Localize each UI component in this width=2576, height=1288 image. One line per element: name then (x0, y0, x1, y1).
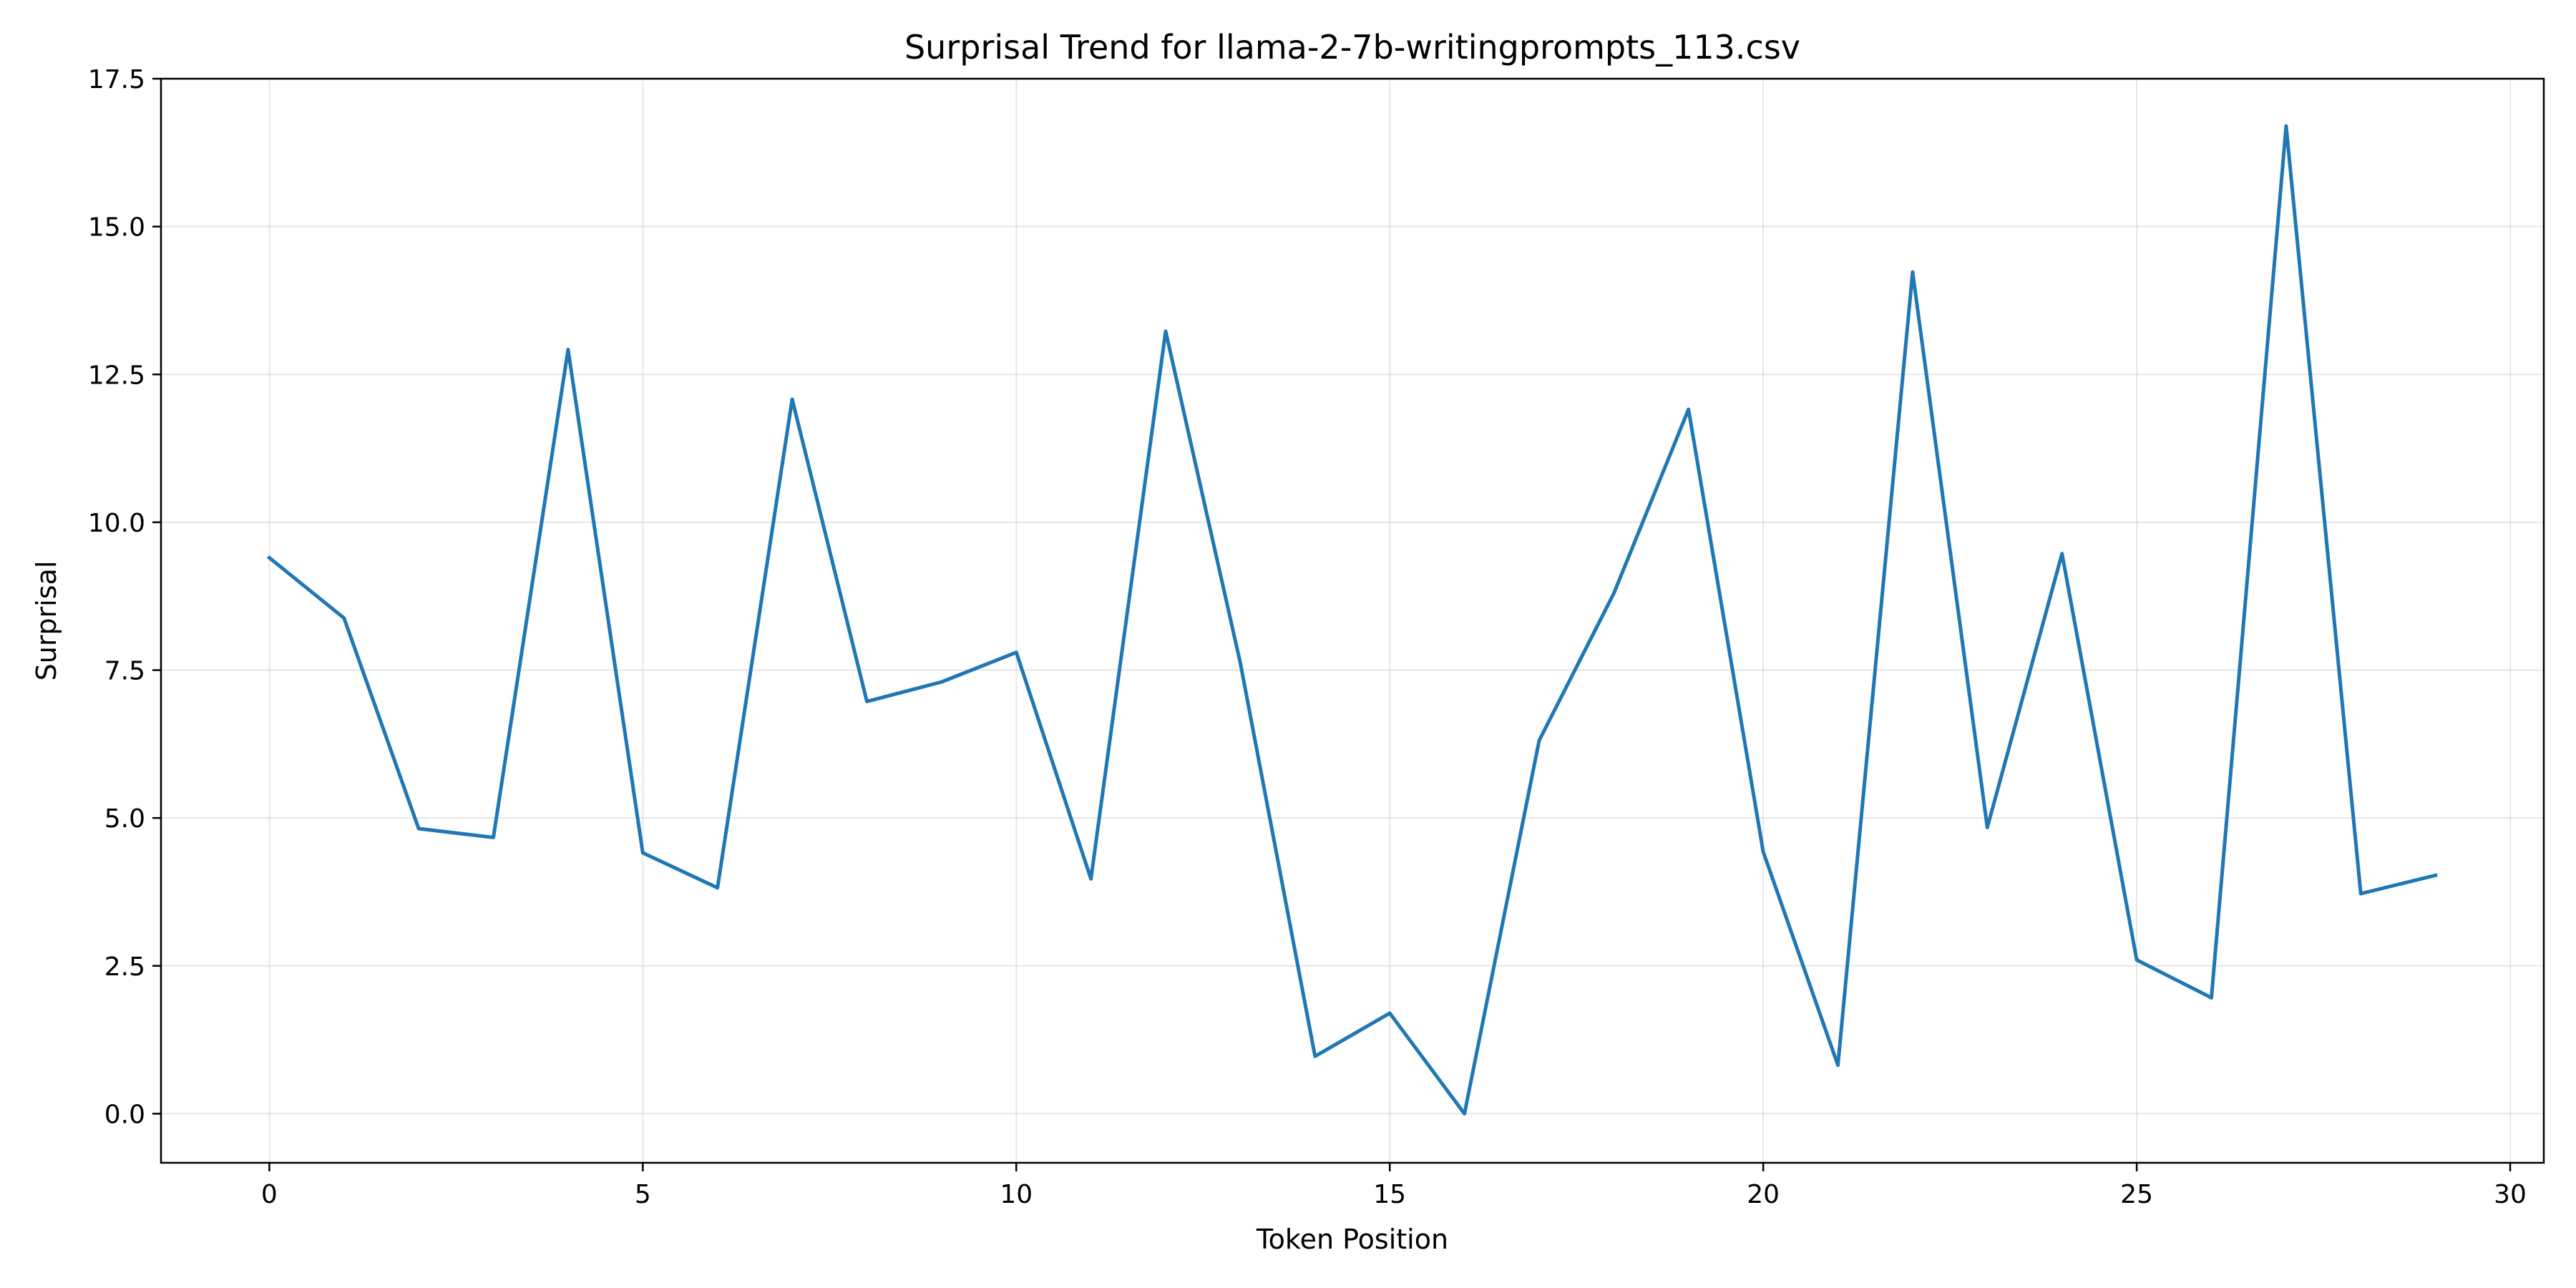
y-tick-label: 17.5 (88, 65, 145, 94)
y-axis-label: Surprisal (31, 561, 62, 681)
y-tick-label: 0.0 (104, 1100, 145, 1129)
x-tick-label: 20 (1747, 1180, 1780, 1209)
x-tick-label: 0 (261, 1180, 278, 1209)
chart-title: Surprisal Trend for llama-2-7b-writingpr… (904, 28, 1800, 67)
y-tick-label: 7.5 (104, 657, 145, 686)
y-tick-label: 5.0 (104, 804, 145, 834)
y-tick-label: 10.0 (88, 509, 145, 538)
x-axis-ticks: 0 5 10 15 20 25 30 (261, 1163, 2527, 1209)
x-tick-label: 10 (1000, 1180, 1033, 1209)
y-tick-label: 2.5 (104, 952, 145, 982)
x-axis-label: Token Position (1256, 1224, 1448, 1255)
x-tick-label: 25 (2120, 1180, 2153, 1209)
grid (161, 78, 2544, 1163)
plot-frame (160, 77, 2545, 1164)
series-layer (266, 124, 2438, 1116)
series-line (266, 124, 2438, 1116)
x-tick-label: 15 (1373, 1180, 1406, 1209)
y-tick-label: 12.5 (88, 361, 145, 390)
y-tick-label: 15.0 (88, 213, 145, 243)
x-tick-label: 5 (635, 1180, 651, 1209)
y-axis-ticks: 0.0 2.5 5.0 7.5 10.0 12.5 15.0 17.5 (88, 65, 161, 1129)
x-tick-label: 30 (2494, 1180, 2527, 1209)
